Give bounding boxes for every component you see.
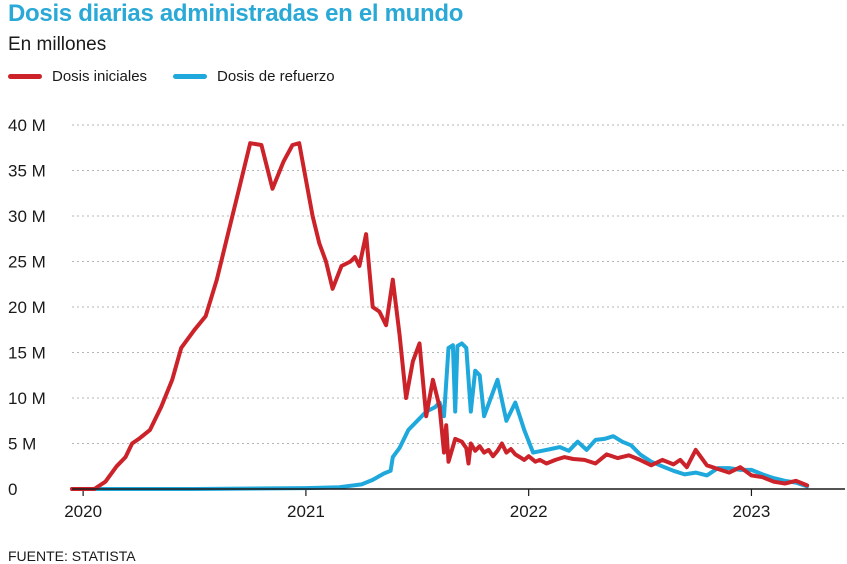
x-tick-label: 2023 — [733, 502, 771, 521]
y-tick-label: 30 M — [8, 207, 46, 226]
legend-label-dosis-de-refuerzo: Dosis de refuerzo — [217, 68, 335, 85]
series-line-dosis-iniciales — [70, 141, 810, 491]
grid-lines — [72, 124, 845, 444]
legend-swatch-dosis-iniciales — [8, 74, 42, 79]
x-tick-label: 2022 — [510, 502, 548, 521]
legend-label-dosis-iniciales: Dosis iniciales — [52, 68, 148, 85]
chart-title: Dosis diarias administradas en el mundo — [8, 0, 464, 27]
series-line-dosis-de-refuerzo — [70, 341, 810, 491]
legend: Dosis iniciales Dosis de refuerzo — [8, 68, 361, 85]
legend-swatch-dosis-de-refuerzo — [173, 74, 208, 79]
y-tick-label: 5 M — [8, 435, 36, 454]
series-lines — [70, 141, 810, 491]
y-axis-ticks: 0 5 M 10 M 15 M 20 M 25 M 30 M 35 M 40 M — [8, 116, 46, 499]
y-tick-label: 0 — [8, 480, 17, 499]
x-axis-ticks: 2020 2021 2022 2023 — [64, 489, 770, 521]
y-tick-label: 40 M — [8, 116, 46, 135]
chart-subtitle: En millones — [8, 34, 107, 55]
y-tick-label: 15 M — [8, 344, 46, 363]
source-note: FUENTE: STATISTA — [8, 548, 136, 564]
legend-item-dosis-iniciales: Dosis iniciales — [8, 68, 147, 85]
y-tick-label: 25 M — [8, 253, 46, 272]
y-tick-label: 20 M — [8, 298, 46, 317]
y-tick-label: 10 M — [8, 389, 46, 408]
legend-item-dosis-de-refuerzo: Dosis de refuerzo — [173, 68, 335, 85]
y-tick-label: 35 M — [8, 162, 46, 181]
x-tick-label: 2020 — [64, 502, 102, 521]
x-tick-label: 2021 — [287, 502, 325, 521]
